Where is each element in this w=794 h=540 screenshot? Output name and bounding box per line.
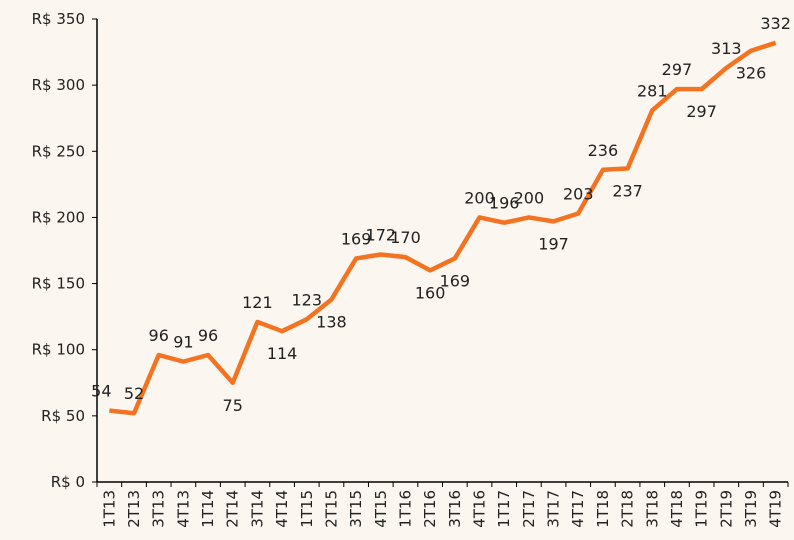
data-label: 236	[588, 141, 619, 160]
line	[109, 40, 777, 416]
x-tick-label: 3T18	[643, 490, 661, 528]
x-tick-label: 2T19	[717, 490, 735, 528]
x-tick-label: 2T18	[619, 490, 637, 528]
x-tick-label: 4T19	[767, 490, 785, 528]
x-tick-label: 3T19	[742, 490, 760, 528]
data-label: 96	[149, 326, 169, 345]
x-tick-label: 1T16	[396, 490, 414, 528]
x-tick-label: 1T18	[594, 490, 612, 528]
data-label: 75	[223, 396, 243, 415]
x-tick-label: 4T18	[668, 490, 686, 528]
y-tick-label: R$ 0	[51, 473, 85, 491]
y-tick-label: R$ 350	[32, 10, 85, 28]
data-label: 114	[267, 344, 298, 363]
x-tick-label: 1T15	[298, 490, 316, 528]
y-tick-label: R$ 250	[32, 142, 85, 160]
x-tick-label: 3T16	[446, 490, 464, 528]
y-tick-label: R$ 100	[32, 341, 85, 359]
x-tick-label: 1T17	[495, 490, 513, 528]
y-tick-label: R$ 200	[32, 208, 85, 226]
x-tick-label: 3T13	[150, 490, 168, 528]
y-tick-label: R$ 50	[41, 407, 85, 425]
data-label: 54	[91, 382, 111, 401]
x-tick-label: 4T16	[471, 490, 489, 528]
data-label: 172	[366, 225, 397, 244]
data-label: 96	[198, 326, 218, 345]
data-label: 169	[341, 229, 372, 248]
x-tick-label: 4T15	[372, 490, 390, 528]
x-tick-label: 2T17	[520, 490, 538, 528]
x-tick-label: 4T13	[174, 490, 192, 528]
y-tick-label: R$ 150	[32, 275, 85, 293]
x-tick-label: 2T13	[125, 490, 143, 528]
x-tick-label: 3T15	[347, 490, 365, 528]
x-tick-label: 3T14	[248, 490, 266, 528]
data-label: 91	[173, 333, 193, 352]
data-label: 197	[538, 234, 569, 253]
x-tick-label: 1T13	[100, 490, 118, 528]
data-label: 160	[415, 283, 446, 302]
x-tick-label: 4T17	[569, 490, 587, 528]
data-label: 170	[390, 228, 421, 247]
x-tick-label: 1T19	[693, 490, 711, 528]
data-label: 237	[612, 181, 643, 200]
x-tick-label: 2T15	[322, 490, 340, 528]
data-label: 297	[662, 60, 693, 79]
x-tick-label: 2T16	[421, 490, 439, 528]
x-tick-label: 2T14	[224, 490, 242, 528]
data-label: 169	[440, 271, 471, 290]
data-label: 203	[563, 184, 594, 203]
data-label: 138	[316, 312, 347, 331]
data-label: 313	[711, 39, 742, 58]
x-tick-label: 4T14	[273, 490, 291, 528]
data-label: 196	[489, 194, 520, 213]
y-tick-label: R$ 300	[32, 76, 85, 94]
data-label: 332	[760, 14, 791, 33]
data-label: 326	[736, 64, 767, 83]
data-label: 200	[464, 188, 495, 207]
data-label: 123	[291, 290, 322, 309]
data-label: 121	[242, 293, 273, 312]
x-tick-label: 3T17	[545, 490, 563, 528]
x-tick-label: 1T14	[199, 490, 217, 528]
data-label: 281	[637, 81, 668, 100]
data-label: 200	[514, 188, 545, 207]
data-label: 52	[124, 384, 144, 403]
data-label: 297	[686, 102, 717, 121]
